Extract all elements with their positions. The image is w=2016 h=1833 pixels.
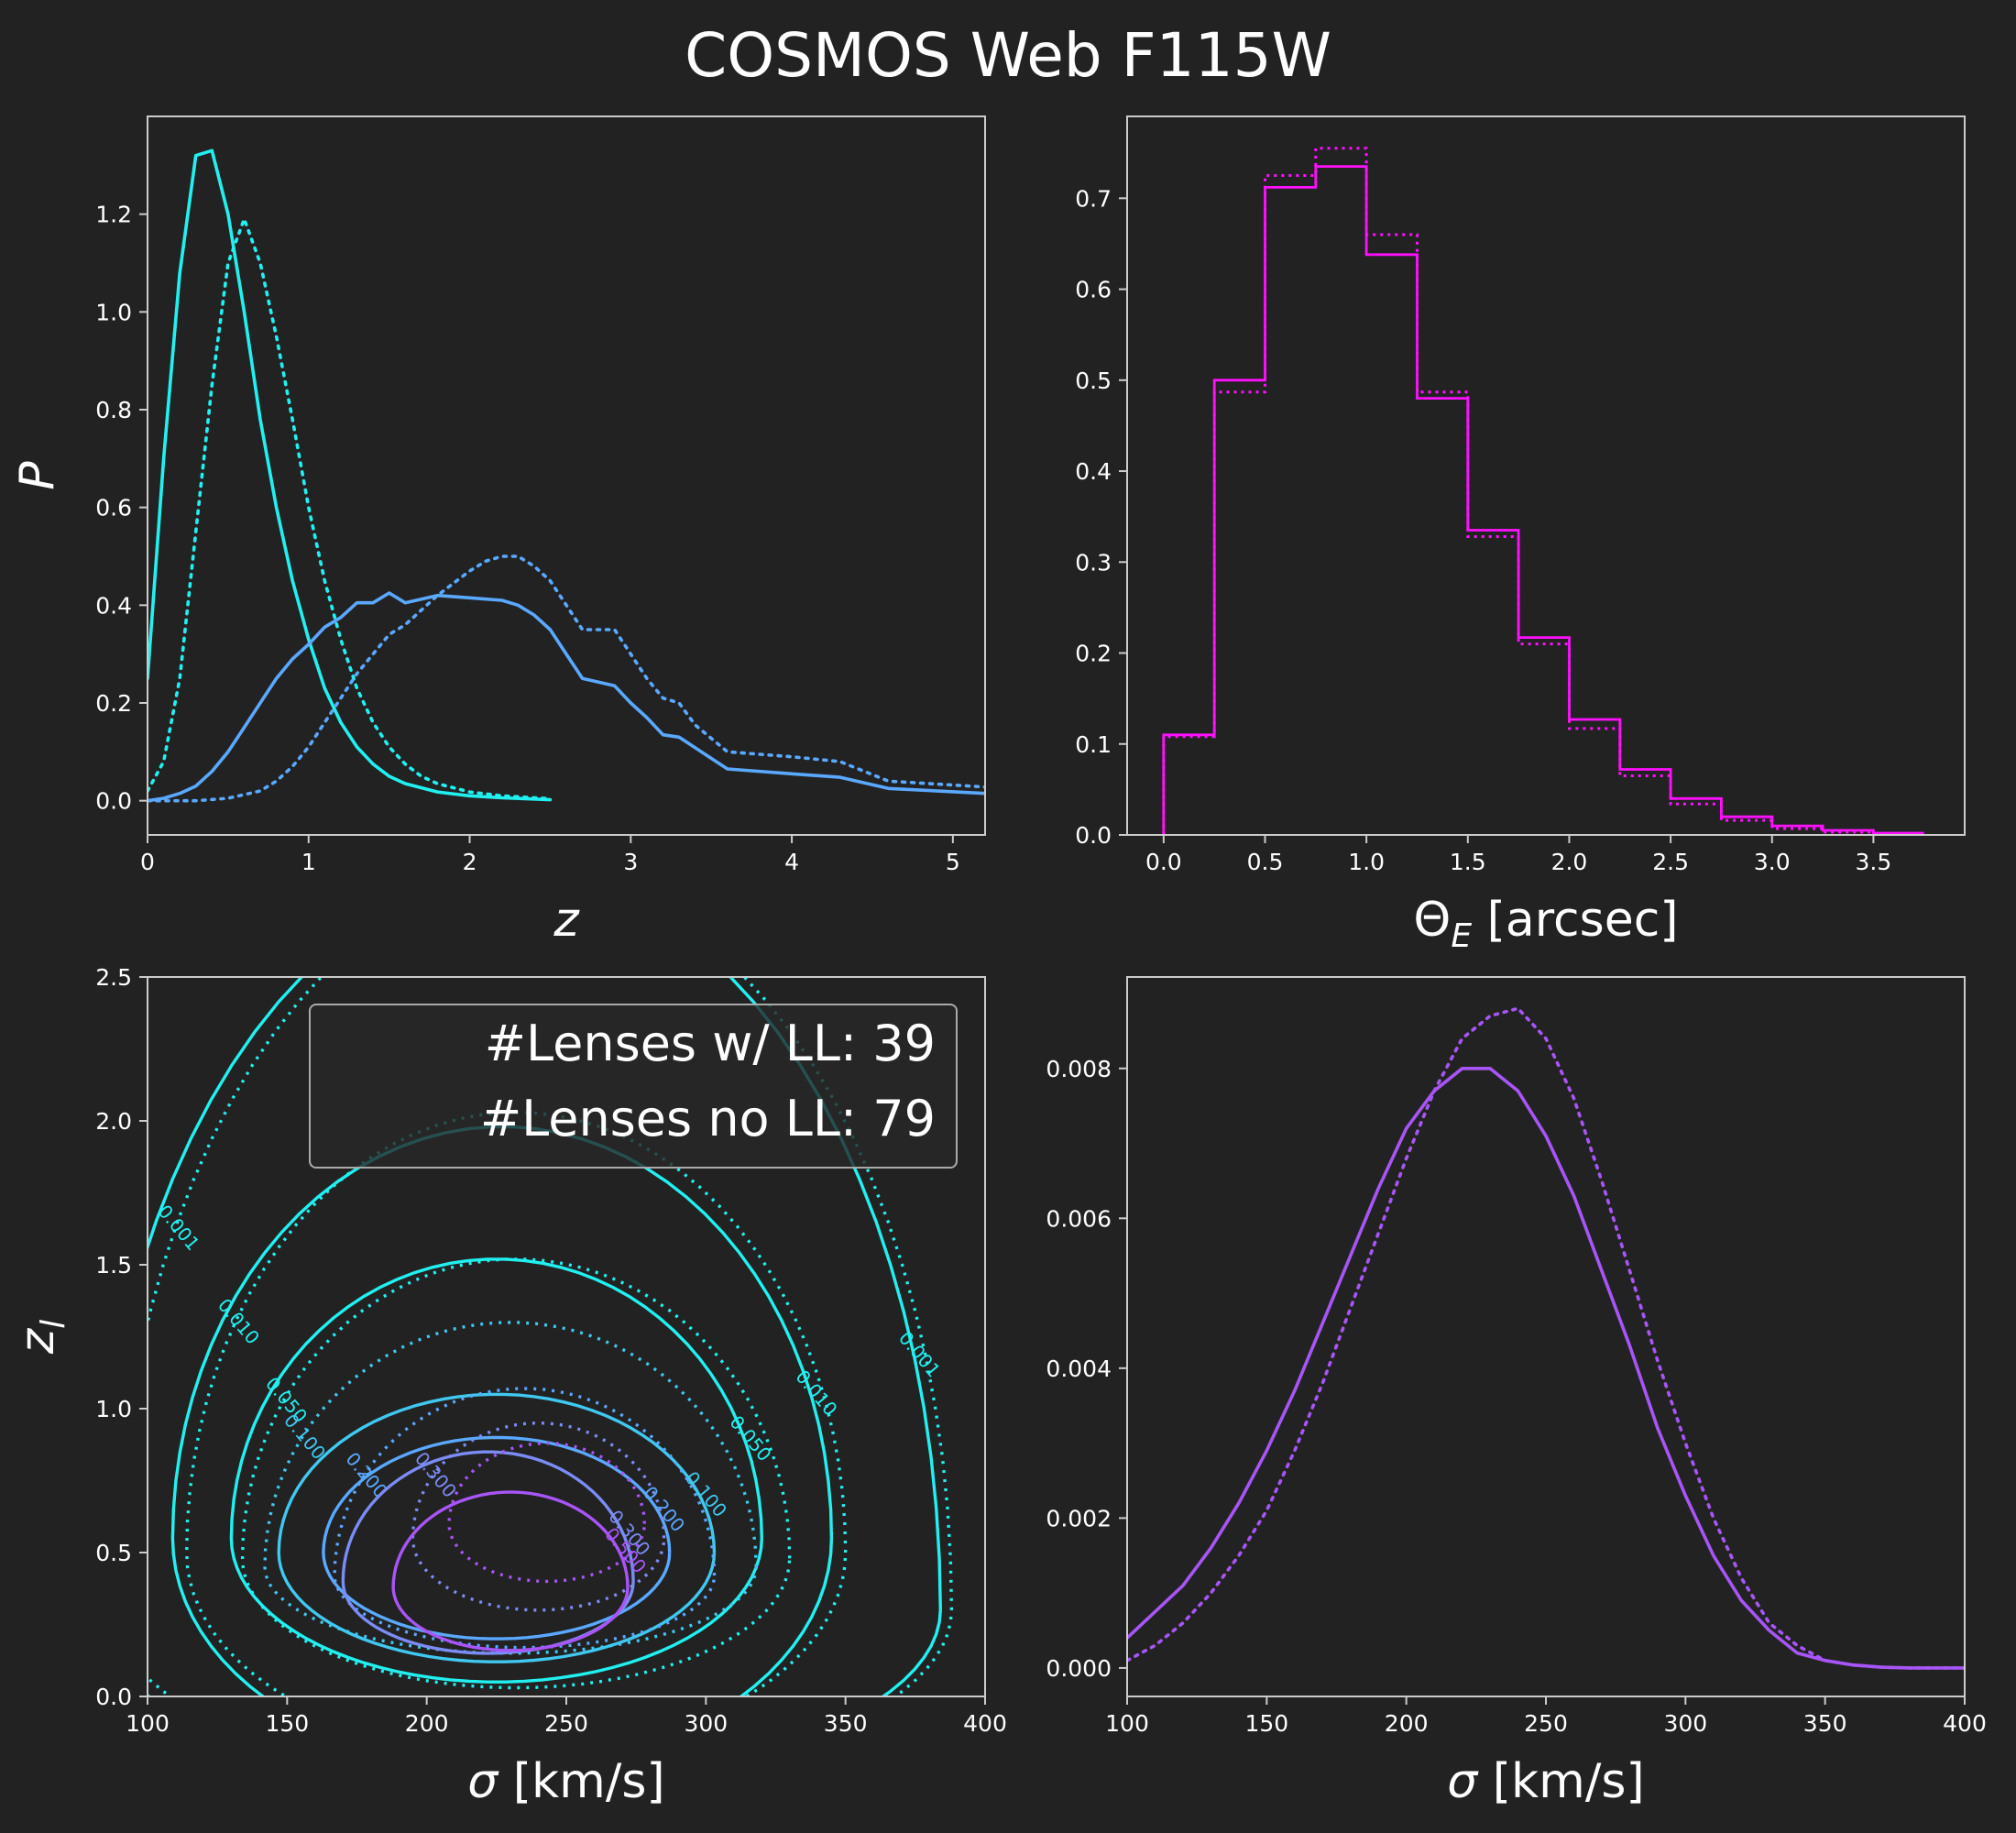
x-tick-label: 250 [544,1710,588,1737]
histogram-solid [1162,165,1924,835]
x-tick-label: 400 [1943,1710,1987,1737]
x-tick-label: 300 [684,1710,728,1737]
x-tick-label: 4 [784,849,799,875]
x-tick-label: 2.0 [1551,849,1588,875]
x-tick-label: 2 [463,849,477,875]
y-tick-label: 0.0 [95,1684,132,1710]
x-axis-label: σ [km/s] [1447,1754,1644,1809]
y-tick-label: 1.0 [95,1396,132,1422]
y-tick-label: 0.1 [1075,731,1112,758]
x-tick-label: 300 [1663,1710,1707,1737]
legend-box: #Lenses w/ LL: 39 #Lenses no LL: 79 [309,1004,958,1169]
axes-frame [147,115,986,836]
x-tick-label: 150 [265,1710,309,1737]
y-tick-label: 0.6 [1075,277,1112,303]
x-tick-label: 1 [301,849,316,875]
x-tick-label: 100 [1105,1710,1149,1737]
axes-frame [147,976,986,1697]
contour-0.050-solid [229,1257,763,1684]
x-tick-label: 200 [1385,1710,1429,1737]
x-tick-label: 350 [824,1710,868,1737]
panel-top-right: 0.0 0.5 1.0 1.5 2.0 2.5 3.0 3.5 0.0 0.1 0.2 0.3 0.4 0… [1075,115,1966,955]
y-axis-label: zl [10,1320,72,1355]
y-tick-label: 0.4 [95,592,132,619]
contour-0.300-dotted [411,1421,666,1612]
y-tick-label: 0.002 [1046,1505,1112,1531]
x-axis-label: ΘE [arcsec] [1413,893,1678,955]
contour-0.100-dotted [263,1321,758,1655]
axes-frame [1126,115,1966,836]
x-axis-label: z [553,893,580,948]
series-line-dotted [148,217,553,801]
y-tick-label: 0.008 [1046,1056,1112,1082]
x-tick-label: 1.0 [1348,849,1385,875]
panel-bottom-right: 100 150 200 250 300 350 400 0.000 0.002 0.004 0.00… [1046,976,1987,1809]
legend-line-no-ll: #Lenses no LL: 79 [479,1090,936,1147]
legend-line-with-ll: #Lenses w/ LL: 39 [484,1015,936,1072]
x-tick-label: 200 [405,1710,449,1737]
y-tick-label: 2.0 [95,1108,132,1135]
contour-0.500-solid [391,1490,630,1652]
y-tick-label: 0.6 [95,495,132,521]
x-tick-label: 100 [126,1710,170,1737]
contour-0.010-solid [170,1125,834,1696]
y-tick-label: 0.004 [1046,1356,1112,1382]
y-tick-label: 1.2 [95,202,132,228]
series-line-solid [148,148,553,802]
contour-0.050-dotted [240,1257,792,1690]
contour-label: 0.001 [154,1201,204,1255]
panel-top-left: 0 1 2 3 4 5 0.0 0.2 0.4 0.6 0.8 1.0 1.2 z P [10,115,986,948]
y-tick-label: 0.006 [1046,1205,1112,1232]
contour-0.100-solid [277,1392,717,1663]
x-tick-label: 150 [1244,1710,1288,1737]
y-tick-label: 0.7 [1075,185,1112,212]
x-tick-label: 3.0 [1754,849,1791,875]
x-tick-label: 0.5 [1247,849,1284,875]
x-tick-label: 400 [963,1710,1007,1737]
x-tick-label: 2.5 [1652,849,1689,875]
y-tick-label: 0.000 [1046,1655,1112,1682]
y-tick-label: 0.2 [95,690,132,717]
plot-area-top-left [148,148,985,803]
x-tick-label: 1.5 [1450,849,1486,875]
x-tick-label: 250 [1524,1710,1568,1737]
x-tick-label: 3 [623,849,638,875]
figure-title: COSMOS Web F115W [685,20,1331,91]
x-axis-label: σ [km/s] [467,1754,664,1809]
y-tick-label: 1.0 [95,299,132,325]
y-tick-label: 1.5 [95,1252,132,1279]
series-line-solid [148,591,985,803]
y-tick-label: 0.4 [1075,458,1112,485]
x-tick-label: 3.5 [1856,849,1892,875]
contour-0.200-solid [322,1435,672,1641]
y-tick-label: 0.5 [95,1540,132,1566]
histogram-dotted [1162,147,1924,835]
y-tick-label: 0.3 [1075,549,1112,576]
x-tick-label: 5 [946,849,960,875]
y-tick-label: 2.5 [95,964,132,991]
plot-area-bottom-right [1127,1006,1965,1670]
y-tick-label: 0.8 [95,397,132,423]
y-tick-label: 0.2 [1075,641,1112,667]
series-line-dotted [1127,1006,1965,1670]
x-tick-label: 350 [1803,1710,1847,1737]
series-line-solid [1127,1067,1965,1670]
y-axis-label: P [10,461,65,490]
y-tick-label: 0.5 [1075,368,1112,394]
x-tick-label: 0 [140,849,155,875]
x-tick-label: 0.0 [1145,849,1182,875]
axes-frame [1126,976,1966,1697]
y-tick-label: 0.0 [95,788,132,815]
y-tick-label: 0.0 [1075,822,1112,849]
series-line-dotted [148,554,985,803]
plot-area-top-right [1162,147,1924,835]
